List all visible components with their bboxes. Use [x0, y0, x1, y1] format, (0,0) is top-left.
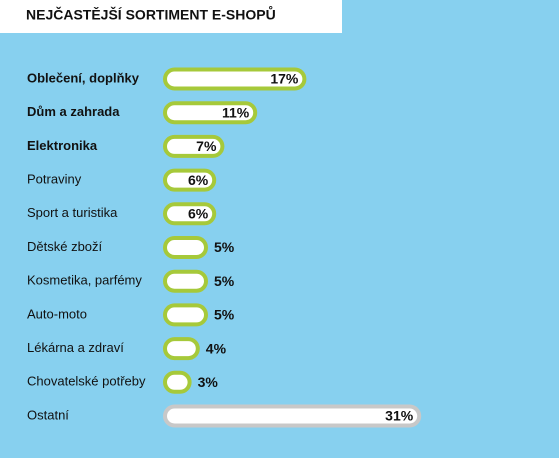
bar [163, 269, 208, 293]
bar [163, 404, 422, 428]
bar [163, 202, 217, 226]
category-label: Elektronika [27, 138, 98, 153]
bar [163, 337, 200, 361]
category-label: Ostatní [27, 407, 69, 422]
value-label: 31% [385, 408, 414, 424]
value-label: 6% [188, 172, 209, 188]
value-label: 5% [214, 239, 235, 255]
bar [163, 101, 258, 125]
title-box [0, 0, 342, 33]
category-label: Oblečení, doplňky [27, 70, 140, 85]
category-label: Lékárna a zdraví [27, 340, 124, 355]
chart-title: NEJČASTĚJŠÍ SORTIMENT E-SHOPŮ [26, 5, 276, 23]
value-label: 5% [214, 307, 235, 323]
category-label: Dům a zahrada [27, 104, 120, 119]
value-label: 5% [214, 273, 235, 289]
bar [163, 303, 208, 327]
category-label: Sport a turistika [27, 205, 118, 220]
category-label: Chovatelské potřeby [27, 374, 146, 389]
bar [163, 67, 307, 91]
value-label: 4% [206, 340, 227, 356]
bar [163, 370, 192, 394]
category-label: Auto-moto [27, 306, 87, 321]
value-label: 17% [270, 71, 299, 87]
bar [163, 168, 217, 192]
bar [163, 236, 208, 259]
category-label: Dětské zboží [27, 239, 103, 254]
category-label: Kosmetika, parfémy [27, 273, 142, 288]
bar [163, 134, 225, 158]
category-label: Potraviny [27, 172, 82, 187]
value-label: 3% [198, 374, 219, 390]
value-label: 6% [188, 206, 209, 222]
value-label: 7% [196, 138, 217, 154]
value-label: 11% [222, 104, 250, 120]
